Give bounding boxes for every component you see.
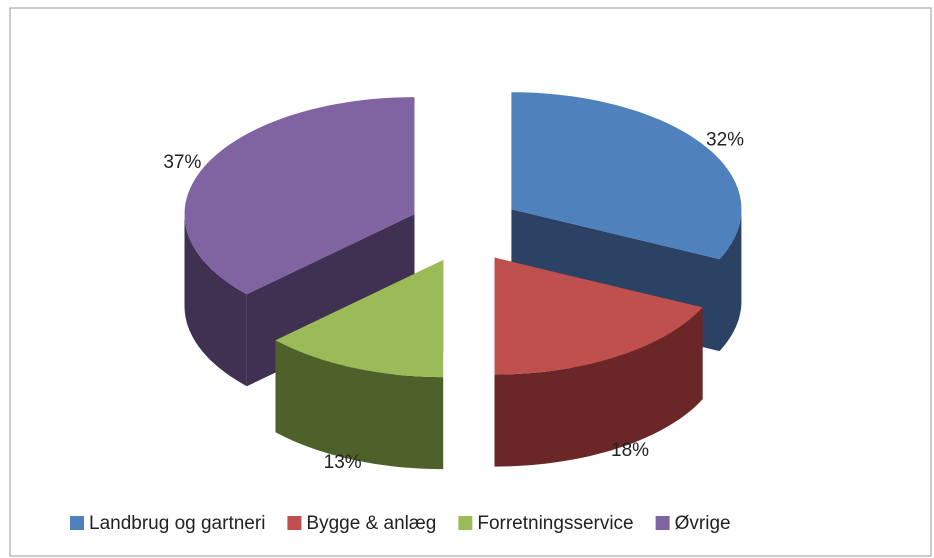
data-label: 37% xyxy=(163,152,201,173)
legend-label: Bygge & anlæg xyxy=(306,513,436,534)
slice-top xyxy=(275,260,444,378)
slice xyxy=(275,260,444,470)
legend-swatch xyxy=(655,516,670,530)
slice-wall xyxy=(184,214,247,387)
slice-top xyxy=(511,92,742,260)
data-label: 13% xyxy=(324,452,362,473)
data-label: 18% xyxy=(611,440,649,461)
slice-wall xyxy=(719,209,742,352)
legend-label: Øvrige xyxy=(675,513,731,534)
legend-swatch xyxy=(287,516,302,530)
legend-swatch xyxy=(458,516,473,530)
legend-label: Forretningsservice xyxy=(477,513,633,534)
slice-top xyxy=(494,257,703,375)
slice-wall xyxy=(494,307,703,467)
legend-label: Landbrug og gartneri xyxy=(89,513,265,534)
slice-wall xyxy=(275,340,444,470)
legend-swatch xyxy=(70,516,84,530)
slice xyxy=(494,257,703,467)
chart-border xyxy=(9,7,932,557)
slice-top xyxy=(184,97,415,295)
data-label: 32% xyxy=(706,129,744,150)
